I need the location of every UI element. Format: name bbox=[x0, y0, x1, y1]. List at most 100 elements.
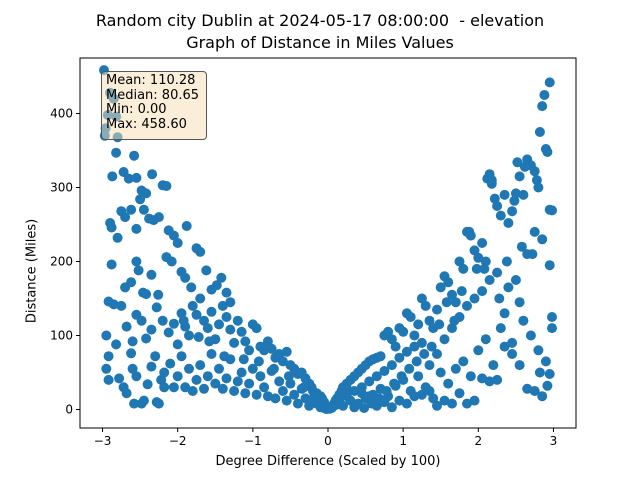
data-point bbox=[480, 334, 491, 345]
data-point bbox=[180, 382, 191, 393]
data-point bbox=[141, 289, 152, 300]
data-point bbox=[131, 256, 142, 267]
data-point bbox=[537, 234, 548, 245]
data-point bbox=[401, 346, 412, 357]
data-point bbox=[184, 330, 194, 341]
data-point bbox=[386, 360, 397, 371]
data-point bbox=[289, 389, 300, 400]
data-point bbox=[488, 360, 499, 371]
data-point bbox=[123, 173, 134, 184]
x-tick-label: 2 bbox=[474, 434, 482, 448]
data-point bbox=[486, 175, 497, 186]
data-point bbox=[204, 336, 215, 347]
data-point bbox=[413, 371, 424, 382]
data-point bbox=[492, 201, 503, 211]
data-point bbox=[510, 275, 521, 285]
data-point bbox=[262, 336, 273, 347]
data-point bbox=[202, 371, 213, 382]
data-point bbox=[101, 363, 112, 374]
data-point bbox=[439, 395, 450, 406]
data-point bbox=[138, 204, 149, 215]
data-point bbox=[386, 334, 397, 345]
data-point bbox=[381, 386, 392, 396]
data-point bbox=[244, 345, 255, 356]
data-point bbox=[253, 356, 264, 367]
data-point bbox=[495, 323, 506, 334]
data-point bbox=[191, 309, 202, 320]
data-point bbox=[449, 315, 460, 326]
data-point bbox=[494, 293, 505, 304]
data-point bbox=[416, 293, 427, 304]
data-point bbox=[121, 388, 132, 399]
y-tick-label: 300 bbox=[50, 181, 73, 195]
data-point bbox=[465, 371, 476, 382]
data-point bbox=[112, 232, 123, 243]
data-point bbox=[516, 241, 527, 252]
data-point bbox=[544, 369, 555, 379]
data-point bbox=[374, 393, 385, 404]
data-point bbox=[131, 371, 142, 382]
data-point bbox=[499, 189, 510, 200]
data-point bbox=[187, 300, 198, 311]
data-point bbox=[533, 182, 544, 193]
x-tick-label: −1 bbox=[244, 434, 262, 448]
x-tick-label: 3 bbox=[550, 434, 558, 448]
data-point bbox=[432, 304, 442, 315]
data-point bbox=[180, 272, 191, 283]
data-point bbox=[268, 363, 279, 374]
data-point bbox=[416, 389, 427, 400]
data-point bbox=[394, 395, 405, 406]
data-point bbox=[195, 293, 206, 304]
data-point bbox=[147, 169, 158, 180]
data-point bbox=[153, 289, 164, 300]
data-point bbox=[217, 300, 228, 311]
data-point bbox=[334, 393, 345, 404]
data-point bbox=[236, 326, 247, 337]
data-point bbox=[206, 306, 217, 317]
x-tick-label: −2 bbox=[169, 434, 187, 448]
data-point bbox=[251, 389, 262, 400]
data-point bbox=[503, 218, 514, 228]
data-point bbox=[507, 337, 518, 348]
data-point bbox=[409, 330, 420, 341]
data-point bbox=[178, 315, 189, 326]
chart-title: Random city Dublin at 2024-05-17 08:00:0… bbox=[95, 11, 545, 30]
data-point bbox=[103, 351, 114, 362]
data-point bbox=[106, 259, 117, 270]
data-point bbox=[244, 378, 255, 389]
data-point bbox=[539, 90, 550, 100]
data-point bbox=[259, 382, 270, 393]
data-point bbox=[114, 373, 125, 384]
data-point bbox=[225, 324, 236, 335]
data-point bbox=[216, 272, 227, 283]
data-point bbox=[277, 356, 288, 367]
data-point bbox=[492, 267, 503, 278]
data-point bbox=[199, 315, 209, 326]
data-point bbox=[537, 391, 548, 402]
data-point bbox=[281, 346, 292, 357]
data-point bbox=[131, 172, 142, 183]
data-point bbox=[161, 181, 172, 191]
data-point bbox=[396, 371, 407, 382]
data-point bbox=[299, 382, 309, 393]
data-point bbox=[544, 77, 555, 88]
data-point bbox=[106, 222, 117, 233]
data-point bbox=[236, 367, 247, 378]
data-point bbox=[283, 371, 294, 382]
data-point bbox=[221, 373, 232, 384]
stats-box: Mean: 110.28 Median: 80.65 Min: 0.00 Max… bbox=[101, 71, 207, 140]
data-point bbox=[214, 363, 224, 374]
data-point bbox=[469, 395, 480, 406]
y-axis-label: Distance (Miles) bbox=[24, 218, 40, 324]
data-point bbox=[127, 363, 138, 374]
data-point bbox=[266, 343, 277, 354]
data-point bbox=[240, 388, 251, 399]
data-point bbox=[338, 400, 348, 411]
data-point bbox=[426, 341, 437, 352]
data-point bbox=[471, 263, 482, 274]
data-point bbox=[168, 230, 179, 241]
data-point bbox=[518, 189, 529, 200]
x-tick-label: 0 bbox=[324, 434, 332, 448]
data-point bbox=[229, 337, 240, 348]
data-point bbox=[441, 297, 452, 308]
